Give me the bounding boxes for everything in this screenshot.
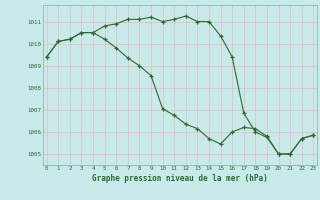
X-axis label: Graphe pression niveau de la mer (hPa): Graphe pression niveau de la mer (hPa) <box>92 174 268 183</box>
